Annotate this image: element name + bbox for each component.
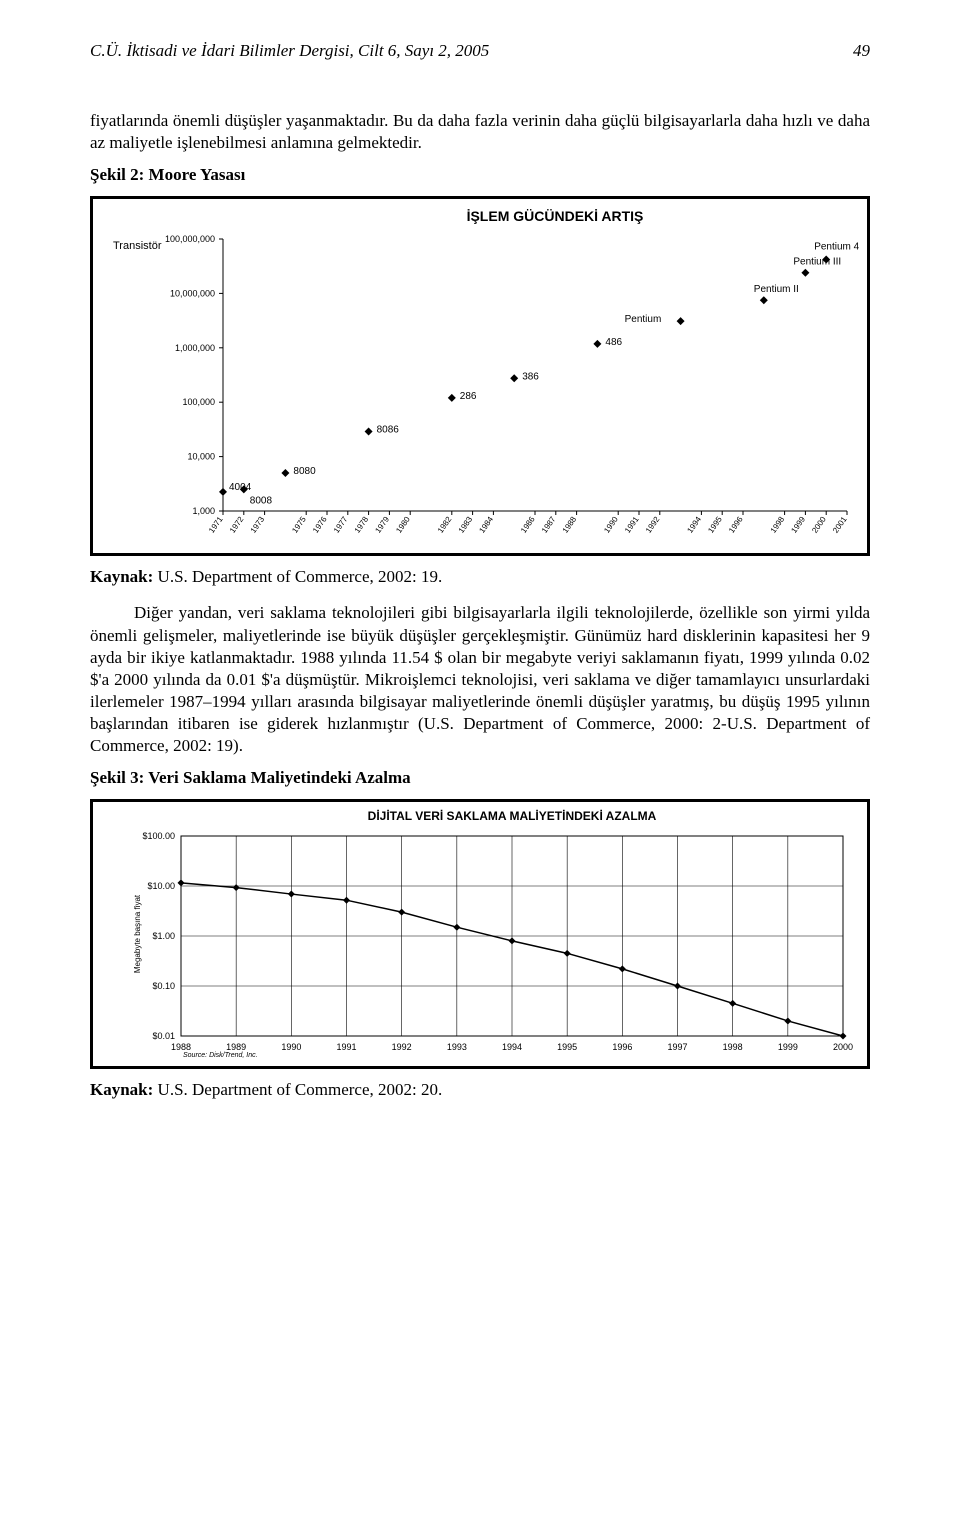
svg-text:1996: 1996 <box>612 1042 632 1052</box>
svg-text:1992: 1992 <box>644 515 662 535</box>
figure-1-moore-law: İŞLEM GÜCÜNDEKİ ARTIŞ Transistör 1,000 10,0… <box>90 196 870 556</box>
svg-text:2000: 2000 <box>810 515 828 535</box>
svg-text:286: 286 <box>460 391 477 402</box>
svg-text:1979: 1979 <box>373 515 391 535</box>
svg-text:1999: 1999 <box>789 515 807 535</box>
svg-text:Pentium: Pentium <box>625 314 662 325</box>
svg-text:1977: 1977 <box>332 515 350 535</box>
svg-text:1986: 1986 <box>519 515 537 535</box>
chart-2-svg: DİJİTAL VERİ SAKLAMA MALİYETİNDEKİ AZALM… <box>93 802 867 1066</box>
svg-text:Pentium II: Pentium II <box>754 285 799 296</box>
svg-text:386: 386 <box>522 372 539 383</box>
source-text-1: U.S. Department of Commerce, 2002: 19. <box>158 567 443 586</box>
chart-1-svg: İŞLEM GÜCÜNDEKİ ARTIŞ Transistör 1,000 10,0… <box>93 199 867 553</box>
figure-2-storage-cost: DİJİTAL VERİ SAKLAMA MALİYETİNDEKİ AZALM… <box>90 799 870 1069</box>
source-label-1: Kaynak: <box>90 567 153 586</box>
svg-text:100,000: 100,000 <box>182 398 215 408</box>
svg-text:1990: 1990 <box>281 1042 301 1052</box>
running-header: C.Ü. İktisadi ve İdari Bilimler Dergisi,… <box>90 40 870 62</box>
svg-text:1988: 1988 <box>561 515 579 535</box>
svg-text:1995: 1995 <box>557 1042 577 1052</box>
svg-text:10,000: 10,000 <box>187 452 215 462</box>
svg-text:1982: 1982 <box>436 515 454 535</box>
figure-2-source: Kaynak: U.S. Department of Commerce, 200… <box>90 1079 870 1101</box>
svg-text:$0.01: $0.01 <box>152 1031 175 1041</box>
svg-text:1,000,000: 1,000,000 <box>175 343 215 353</box>
svg-text:Pentium III: Pentium III <box>793 257 841 268</box>
svg-text:1,000: 1,000 <box>192 506 215 516</box>
svg-text:8008: 8008 <box>250 496 273 507</box>
svg-text:1995: 1995 <box>706 515 724 535</box>
svg-text:1978: 1978 <box>353 515 371 535</box>
figure-1-source: Kaynak: U.S. Department of Commerce, 200… <box>90 566 870 588</box>
svg-text:Pentium 4: Pentium 4 <box>814 242 859 253</box>
svg-text:1987: 1987 <box>540 515 558 535</box>
svg-text:$1.00: $1.00 <box>152 931 175 941</box>
page-number: 49 <box>853 40 870 62</box>
source-text-2: U.S. Department of Commerce, 2002: 20. <box>158 1080 443 1099</box>
svg-text:1999: 1999 <box>778 1042 798 1052</box>
figure-1-heading: Şekil 2: Moore Yasası <box>90 164 870 186</box>
svg-text:1991: 1991 <box>336 1042 356 1052</box>
svg-text:$100.00: $100.00 <box>142 831 175 841</box>
paragraph-2: Diğer yandan, veri saklama teknolojileri… <box>90 602 870 757</box>
svg-text:1994: 1994 <box>502 1042 522 1052</box>
svg-text:10,000,000: 10,000,000 <box>170 289 215 299</box>
chart-2-source-note: Source: Disk/Trend, Inc. <box>183 1051 258 1060</box>
svg-text:1983: 1983 <box>457 515 475 535</box>
svg-text:1996: 1996 <box>727 515 745 535</box>
svg-text:1976: 1976 <box>311 515 329 535</box>
svg-text:2001: 2001 <box>831 515 849 535</box>
svg-text:8086: 8086 <box>377 425 400 436</box>
svg-text:1998: 1998 <box>723 1042 743 1052</box>
svg-text:2000: 2000 <box>833 1042 853 1052</box>
svg-text:486: 486 <box>605 337 622 348</box>
svg-text:1990: 1990 <box>602 515 620 535</box>
svg-text:1994: 1994 <box>685 515 703 535</box>
figure-2-heading: Şekil 3: Veri Saklama Maliyetindeki Azal… <box>90 767 870 789</box>
svg-text:100,000,000: 100,000,000 <box>165 234 215 244</box>
svg-text:1971: 1971 <box>207 515 225 535</box>
svg-text:İŞLEM GÜCÜNDEKİ ARTIŞ: İŞLEM GÜCÜNDEKİ ARTIŞ <box>467 208 644 224</box>
svg-text:1993: 1993 <box>447 1042 467 1052</box>
svg-text:1972: 1972 <box>228 515 246 535</box>
svg-text:1998: 1998 <box>769 515 787 535</box>
paragraph-1: fiyatlarında önemli düşüşler yaşanmaktad… <box>90 110 870 154</box>
svg-text:1992: 1992 <box>392 1042 412 1052</box>
svg-text:8080: 8080 <box>293 466 316 477</box>
svg-text:$10.00: $10.00 <box>147 881 175 891</box>
journal-title: C.Ü. İktisadi ve İdari Bilimler Dergisi,… <box>90 40 489 62</box>
chart-2-ylabel: Megabyte başına fiyat <box>133 895 143 973</box>
svg-text:1973: 1973 <box>249 515 267 535</box>
svg-text:$0.10: $0.10 <box>152 981 175 991</box>
svg-text:1984: 1984 <box>477 515 495 535</box>
source-label-2: Kaynak: <box>90 1080 153 1099</box>
svg-text:1980: 1980 <box>394 515 412 535</box>
svg-text:1997: 1997 <box>667 1042 687 1052</box>
svg-text:Transistör: Transistör <box>113 240 162 252</box>
svg-text:DİJİTAL VERİ SAKLAMA MALİYETİN: DİJİTAL VERİ SAKLAMA MALİYETİNDEKİ AZALM… <box>368 808 657 823</box>
svg-text:1975: 1975 <box>290 515 308 535</box>
svg-text:1991: 1991 <box>623 515 641 535</box>
svg-text:4004: 4004 <box>229 482 252 493</box>
